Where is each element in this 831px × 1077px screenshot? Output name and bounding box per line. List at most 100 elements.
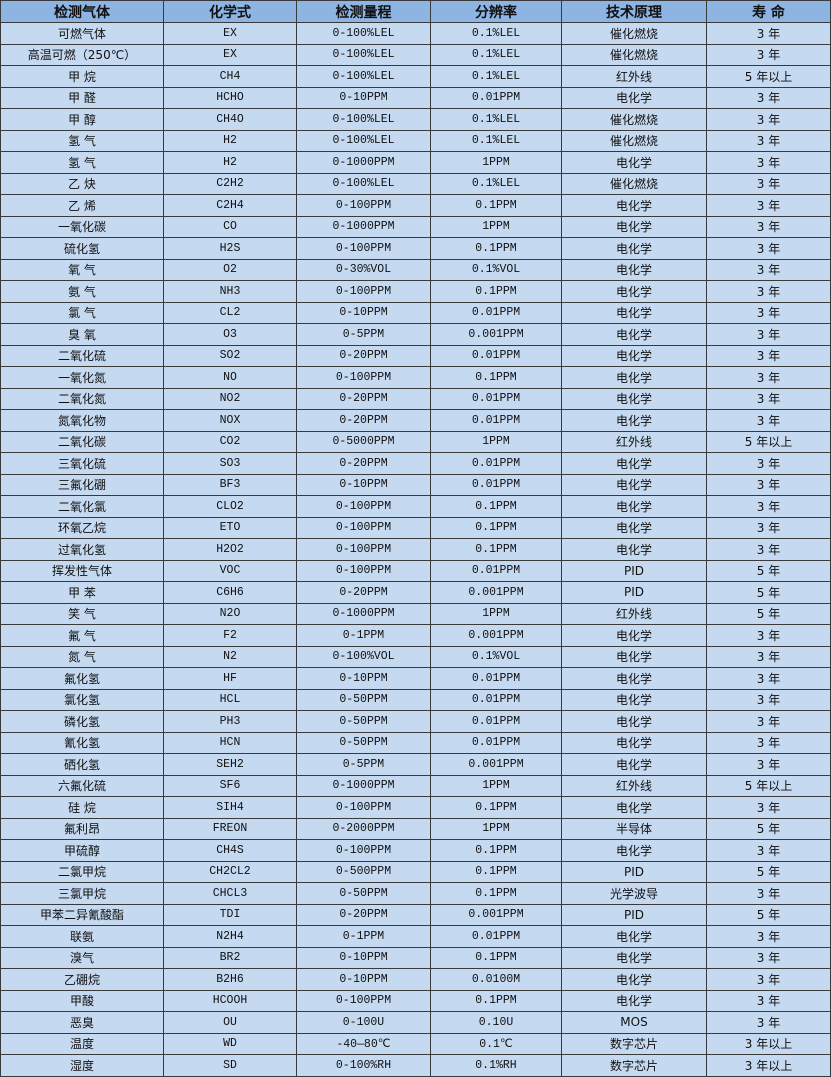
cell-range: 0-10PPM <box>296 301 431 324</box>
cell-principle: 电化学 <box>561 194 707 217</box>
table-row: 三氧化硫 SO3 0-20PPM 0.01PPM 电化学 3 年 <box>0 452 831 475</box>
cell-range: 0-100%LEL <box>296 43 431 66</box>
cell-formula: N2 <box>163 645 297 668</box>
cell-resolution: 0.1PPM <box>430 839 562 862</box>
cell-range: 0-100%RH <box>296 1054 431 1077</box>
cell-lifespan: 3 年 <box>706 237 831 260</box>
table-row: 氟 气 F2 0-1PPM 0.001PPM 电化学 3 年 <box>0 624 831 647</box>
cell-formula: CO2 <box>163 430 297 453</box>
cell-principle: 电化学 <box>561 946 707 969</box>
cell-formula: SEH2 <box>163 753 297 776</box>
cell-principle: 电化学 <box>561 452 707 475</box>
cell-resolution: 0.1PPM <box>430 796 562 819</box>
cell-principle: 电化学 <box>561 688 707 711</box>
cell-range: 0-500PPM <box>296 860 431 883</box>
cell-range: 0-30%VOL <box>296 258 431 281</box>
cell-resolution: 0.01PPM <box>430 731 562 754</box>
cell-gas: 氟利昂 <box>0 817 164 840</box>
cell-resolution: 0.001PPM <box>430 903 562 926</box>
cell-gas: 三氯甲烷 <box>0 882 164 905</box>
cell-range: -40—80℃ <box>296 1032 431 1055</box>
cell-resolution: 0.01PPM <box>430 710 562 733</box>
cell-range: 0-1000PPM <box>296 215 431 238</box>
cell-range: 0-100%LEL <box>296 129 431 152</box>
cell-principle: PID <box>561 860 707 883</box>
table-row: 磷化氢 PH3 0-50PPM 0.01PPM 电化学 3 年 <box>0 710 831 733</box>
table-row: 甲硫醇 CH4S 0-100PPM 0.1PPM 电化学 3 年 <box>0 839 831 862</box>
cell-formula: WD <box>163 1032 297 1055</box>
cell-resolution: 0.1PPM <box>430 989 562 1012</box>
cell-lifespan: 3 年 <box>706 108 831 131</box>
cell-range: 0-1000PPM <box>296 602 431 625</box>
cell-range: 0-20PPM <box>296 409 431 432</box>
cell-resolution: 0.01PPM <box>430 409 562 432</box>
cell-range: 0-1PPM <box>296 925 431 948</box>
cell-principle: 电化学 <box>561 86 707 109</box>
table-row: 硒化氢 SEH2 0-5PPM 0.001PPM 电化学 3 年 <box>0 753 831 776</box>
table-row: 挥发性气体 VOC 0-100PPM 0.01PPM PID 5 年 <box>0 559 831 582</box>
cell-principle: 电化学 <box>561 344 707 367</box>
cell-gas: 一氧化氮 <box>0 366 164 389</box>
cell-gas: 甲 醇 <box>0 108 164 131</box>
cell-formula: NO2 <box>163 387 297 410</box>
cell-resolution: 0.1PPM <box>430 495 562 518</box>
cell-formula: SD <box>163 1054 297 1077</box>
cell-formula: O2 <box>163 258 297 281</box>
cell-lifespan: 3 年 <box>706 946 831 969</box>
table-row: 氟化氢 HF 0-10PPM 0.01PPM 电化学 3 年 <box>0 667 831 690</box>
cell-formula: F2 <box>163 624 297 647</box>
cell-gas: 三氟化硼 <box>0 473 164 496</box>
table-row: 可燃气体 EX 0-100%LEL 0.1%LEL 催化燃烧 3 年 <box>0 22 831 45</box>
cell-principle: 电化学 <box>561 409 707 432</box>
cell-gas: 笑 气 <box>0 602 164 625</box>
cell-principle: 催化燃烧 <box>561 22 707 45</box>
table-row: 二氧化碳 CO2 0-5000PPM 1PPM 红外线 5 年以上 <box>0 430 831 453</box>
cell-formula: CLO2 <box>163 495 297 518</box>
cell-resolution: 0.1PPM <box>430 516 562 539</box>
cell-formula: ETO <box>163 516 297 539</box>
cell-range: 0-100PPM <box>296 237 431 260</box>
table-row: 甲 烷 CH4 0-100%LEL 0.1%LEL 红外线 5 年以上 <box>0 65 831 88</box>
cell-lifespan: 3 年 <box>706 258 831 281</box>
cell-formula: HF <box>163 667 297 690</box>
table-row: 三氟化硼 BF3 0-10PPM 0.01PPM 电化学 3 年 <box>0 473 831 496</box>
cell-lifespan: 3 年 <box>706 172 831 195</box>
cell-principle: 电化学 <box>561 301 707 324</box>
cell-resolution: 0.001PPM <box>430 753 562 776</box>
cell-formula: H2O2 <box>163 538 297 561</box>
cell-lifespan: 5 年 <box>706 903 831 926</box>
cell-lifespan: 3 年 <box>706 22 831 45</box>
cell-range: 0-100U <box>296 1011 431 1034</box>
cell-gas: 甲 烷 <box>0 65 164 88</box>
table-row: 二氧化硫 SO2 0-20PPM 0.01PPM 电化学 3 年 <box>0 344 831 367</box>
cell-principle: 电化学 <box>561 258 707 281</box>
cell-principle: 电化学 <box>561 151 707 174</box>
cell-formula: NOX <box>163 409 297 432</box>
cell-formula: B2H6 <box>163 968 297 991</box>
cell-resolution: 0.1PPM <box>430 366 562 389</box>
cell-resolution: 0.10U <box>430 1011 562 1034</box>
cell-principle: 红外线 <box>561 430 707 453</box>
cell-range: 0-100%LEL <box>296 172 431 195</box>
cell-gas: 乙 烯 <box>0 194 164 217</box>
cell-principle: 电化学 <box>561 925 707 948</box>
cell-gas: 温度 <box>0 1032 164 1055</box>
cell-resolution: 0.01PPM <box>430 344 562 367</box>
cell-lifespan: 3 年 <box>706 409 831 432</box>
cell-gas: 甲苯二异氰酸酯 <box>0 903 164 926</box>
cell-lifespan: 5 年以上 <box>706 774 831 797</box>
cell-formula: NO <box>163 366 297 389</box>
cell-formula: C2H4 <box>163 194 297 217</box>
cell-lifespan: 3 年以上 <box>706 1054 831 1077</box>
cell-range: 0-20PPM <box>296 452 431 475</box>
cell-formula: CH2CL2 <box>163 860 297 883</box>
cell-lifespan: 3 年 <box>706 989 831 1012</box>
cell-resolution: 1PPM <box>430 602 562 625</box>
cell-gas: 氢 气 <box>0 151 164 174</box>
cell-lifespan: 3 年 <box>706 366 831 389</box>
cell-range: 0-100PPM <box>296 280 431 303</box>
cell-range: 0-50PPM <box>296 710 431 733</box>
cell-gas: 氢 气 <box>0 129 164 152</box>
cell-lifespan: 3 年 <box>706 473 831 496</box>
